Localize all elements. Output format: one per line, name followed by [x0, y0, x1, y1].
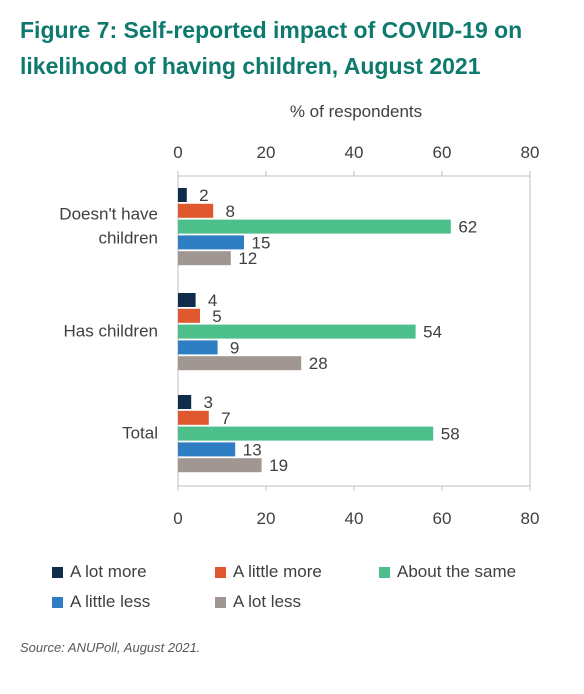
bar-chart: % of respondents 0 0 20 20 40 40 60 60 80 80 28 62 15… — [59, 102, 540, 528]
legend-label: A little more — [233, 562, 322, 581]
source-note: Source: ANUPoll, August 2021. — [20, 640, 201, 655]
category-label: Total — [122, 424, 158, 443]
tick-label-bottom: 60 — [433, 509, 452, 528]
data-label: 28 — [309, 354, 328, 373]
bar-a-lot-more — [178, 395, 192, 409]
bar-a-little-less — [178, 235, 244, 250]
data-label: 5 — [212, 307, 221, 326]
bar-a-lot-less — [178, 458, 262, 473]
axis-title: % of respondents — [290, 102, 422, 121]
data-label: 8 — [225, 202, 234, 221]
bar-a-little-more — [178, 203, 214, 218]
bar-about-the-same — [178, 426, 434, 441]
legend-swatch — [52, 566, 63, 578]
data-label: 2 — [199, 186, 208, 205]
legend-item: A lot more — [52, 562, 147, 582]
bar-a-little-less — [178, 442, 236, 457]
bar-a-lot-more — [178, 293, 196, 307]
data-label: 19 — [269, 456, 288, 475]
bar-a-little-more — [178, 410, 209, 425]
data-label: 7 — [221, 409, 230, 428]
legend-swatch — [52, 596, 63, 608]
tick-label-top: 80 — [521, 143, 540, 162]
chart-title: Figure 7: Self-reported impact of COVID-… — [20, 12, 570, 84]
data-label: 13 — [243, 440, 262, 459]
legend-item: A little more — [215, 562, 322, 582]
bar-a-lot-more — [178, 188, 187, 202]
data-label: 9 — [230, 338, 239, 357]
tick-label-bottom: 0 — [173, 509, 182, 528]
data-label: 15 — [252, 233, 271, 252]
legend-swatch — [379, 566, 390, 578]
data-label: 58 — [441, 425, 460, 444]
category-label: Has children — [64, 322, 159, 341]
bar-a-little-more — [178, 308, 200, 323]
bar-about-the-same — [178, 324, 416, 339]
legend-label: About the same — [397, 562, 517, 581]
data-label: 4 — [208, 291, 217, 310]
category-label: Doesn't have — [59, 205, 158, 224]
tick-label-top: 0 — [173, 143, 182, 162]
data-label: 3 — [203, 393, 212, 412]
data-label: 62 — [458, 218, 477, 237]
legend-label: A lot less — [233, 592, 302, 611]
tick-label-bottom: 20 — [257, 509, 276, 528]
tick-label-top: 60 — [433, 143, 452, 162]
chart-title-line-2: likelihood of having children, August 20… — [20, 53, 481, 79]
bar-about-the-same — [178, 219, 451, 234]
tick-label-top: 20 — [257, 143, 276, 162]
tick-label-top: 40 — [345, 143, 364, 162]
legend-item: About the same — [379, 562, 516, 582]
tick-label-bottom: 80 — [521, 509, 540, 528]
data-label: 54 — [423, 323, 442, 342]
bar-a-little-less — [178, 340, 218, 355]
bar-a-lot-less — [178, 356, 302, 371]
legend-item: A lot less — [215, 592, 301, 612]
legend-label: A lot more — [70, 562, 147, 581]
legend-swatch — [215, 596, 226, 608]
legend-item: A little less — [52, 592, 150, 612]
legend-swatch — [215, 566, 226, 578]
data-label: 12 — [238, 249, 257, 268]
category-label: children — [98, 229, 158, 248]
chart-title-line-1: Figure 7: Self-reported impact of COVID-… — [20, 17, 523, 43]
legend-label: A little less — [70, 592, 151, 611]
bar-a-lot-less — [178, 251, 231, 266]
tick-label-bottom: 40 — [345, 509, 364, 528]
